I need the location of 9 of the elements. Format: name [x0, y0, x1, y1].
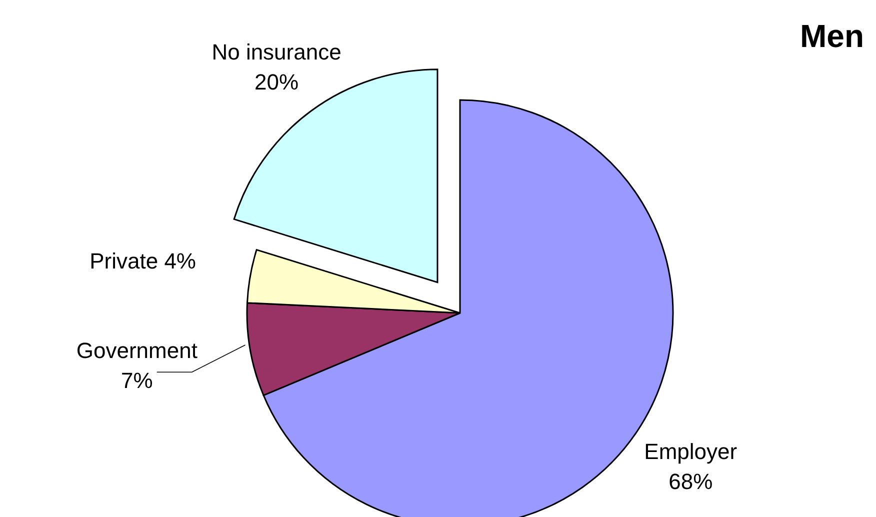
slice-label: Government [76, 338, 198, 364]
data-label: 20% [254, 70, 299, 95]
slice-label: Private [90, 248, 158, 274]
data-label: 4% [164, 248, 196, 274]
slice-label: No insurance [212, 40, 342, 65]
data-label: 68% [668, 468, 713, 494]
slice-label: Employer [644, 438, 738, 464]
text: Men [800, 18, 864, 55]
data-label: 7% [121, 368, 153, 394]
